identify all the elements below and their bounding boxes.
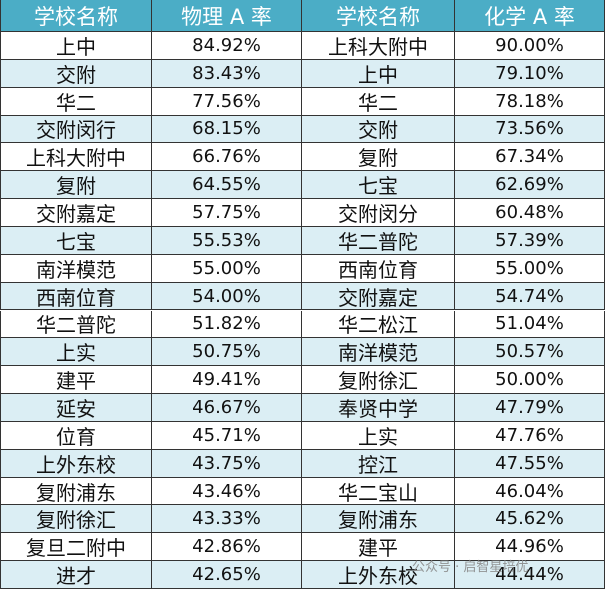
header-cell: 学校名称 bbox=[0, 0, 152, 32]
school-cell: 进才 bbox=[0, 561, 152, 589]
header-cell: 物理 A 率 bbox=[152, 0, 302, 32]
rate-cell: 77.56% bbox=[152, 87, 302, 116]
school-cell: 七宝 bbox=[0, 226, 152, 255]
school-cell: 位育 bbox=[0, 421, 152, 450]
school-cell: 上实 bbox=[0, 338, 152, 367]
school-cell: 西南位育 bbox=[302, 254, 455, 283]
school-cell: 南洋模范 bbox=[302, 338, 455, 367]
rate-cell: 55.53% bbox=[152, 226, 302, 255]
school-cell: 交附嘉定 bbox=[302, 282, 455, 311]
rate-cell: 42.86% bbox=[152, 533, 302, 562]
rate-cell: 50.75% bbox=[152, 338, 302, 367]
school-cell: 复附徐汇 bbox=[302, 366, 455, 395]
rate-cell: 64.55% bbox=[152, 171, 302, 200]
school-cell: 西南位育 bbox=[0, 282, 152, 311]
school-cell: 上实 bbox=[302, 421, 455, 450]
school-cell: 上中 bbox=[302, 59, 455, 88]
rate-cell: 57.39% bbox=[455, 226, 605, 255]
rate-cell: 54.00% bbox=[152, 282, 302, 311]
rate-cell: 83.43% bbox=[152, 59, 302, 88]
school-cell: 七宝 bbox=[302, 171, 455, 200]
rate-cell: 44.44% bbox=[455, 561, 605, 589]
rate-cell: 66.76% bbox=[152, 143, 302, 172]
rate-cell: 43.33% bbox=[152, 505, 302, 534]
header-cell: 化学 A 率 bbox=[455, 0, 605, 32]
school-cell: 复旦二附中 bbox=[0, 533, 152, 562]
rate-cell: 43.75% bbox=[152, 449, 302, 478]
rate-cell: 50.57% bbox=[455, 338, 605, 367]
school-cell: 交附闵行 bbox=[0, 115, 152, 144]
rate-cell: 67.34% bbox=[455, 143, 605, 172]
rate-cell: 47.76% bbox=[455, 421, 605, 450]
school-cell: 上中 bbox=[0, 32, 152, 60]
rate-cell: 78.18% bbox=[455, 87, 605, 116]
school-cell: 奉贤中学 bbox=[302, 394, 455, 422]
school-cell: 延安 bbox=[0, 394, 152, 422]
school-cell: 南洋模范 bbox=[0, 254, 152, 283]
rate-cell: 54.74% bbox=[455, 282, 605, 311]
rate-cell: 51.04% bbox=[455, 310, 605, 339]
school-cell: 上科大附中 bbox=[0, 143, 152, 172]
rate-cell: 84.92% bbox=[152, 32, 302, 60]
school-cell: 复附浦东 bbox=[0, 477, 152, 506]
school-cell: 建平 bbox=[0, 366, 152, 395]
school-cell: 华二 bbox=[302, 87, 455, 116]
school-cell: 复附徐汇 bbox=[0, 505, 152, 534]
rate-cell: 47.55% bbox=[455, 449, 605, 478]
school-cell: 交附 bbox=[0, 59, 152, 88]
rate-cell: 73.56% bbox=[455, 115, 605, 144]
school-cell: 复附 bbox=[302, 143, 455, 172]
rate-cell: 46.04% bbox=[455, 477, 605, 506]
rate-cell: 55.00% bbox=[455, 254, 605, 283]
school-cell: 华二普陀 bbox=[302, 226, 455, 255]
school-cell: 华二松江 bbox=[302, 310, 455, 339]
rate-cell: 47.79% bbox=[455, 394, 605, 422]
school-cell: 交附嘉定 bbox=[0, 199, 152, 227]
header-cell: 学校名称 bbox=[302, 0, 455, 32]
rate-cell: 79.10% bbox=[455, 59, 605, 88]
rate-cell: 90.00% bbox=[455, 32, 605, 60]
school-cell: 华二宝山 bbox=[302, 477, 455, 506]
school-cell: 交附闵分 bbox=[302, 199, 455, 227]
rate-cell: 55.00% bbox=[152, 254, 302, 283]
school-cell: 上科大附中 bbox=[302, 32, 455, 60]
school-cell: 华二 bbox=[0, 87, 152, 116]
rate-cell: 62.69% bbox=[455, 171, 605, 200]
school-cell: 上外东校 bbox=[302, 561, 455, 589]
school-cell: 复附 bbox=[0, 171, 152, 200]
rate-cell: 57.75% bbox=[152, 199, 302, 227]
school-cell: 华二普陀 bbox=[0, 310, 152, 339]
rate-cell: 45.62% bbox=[455, 505, 605, 534]
rate-cell: 42.65% bbox=[152, 561, 302, 589]
school-cell: 上外东校 bbox=[0, 449, 152, 478]
rate-cell: 50.00% bbox=[455, 366, 605, 395]
rate-cell: 51.82% bbox=[152, 310, 302, 339]
rate-cell: 43.46% bbox=[152, 477, 302, 506]
rate-cell: 45.71% bbox=[152, 421, 302, 450]
rate-cell: 49.41% bbox=[152, 366, 302, 395]
school-cell: 交附 bbox=[302, 115, 455, 144]
watermark: 公众号 · 启智星培优 bbox=[412, 560, 529, 575]
rate-cell: 68.15% bbox=[152, 115, 302, 144]
school-cell: 复附浦东 bbox=[302, 505, 455, 534]
rate-cell: 60.48% bbox=[455, 199, 605, 227]
rate-cell: 46.67% bbox=[152, 394, 302, 422]
school-cell: 控江 bbox=[302, 449, 455, 478]
school-cell: 建平 bbox=[302, 533, 455, 562]
